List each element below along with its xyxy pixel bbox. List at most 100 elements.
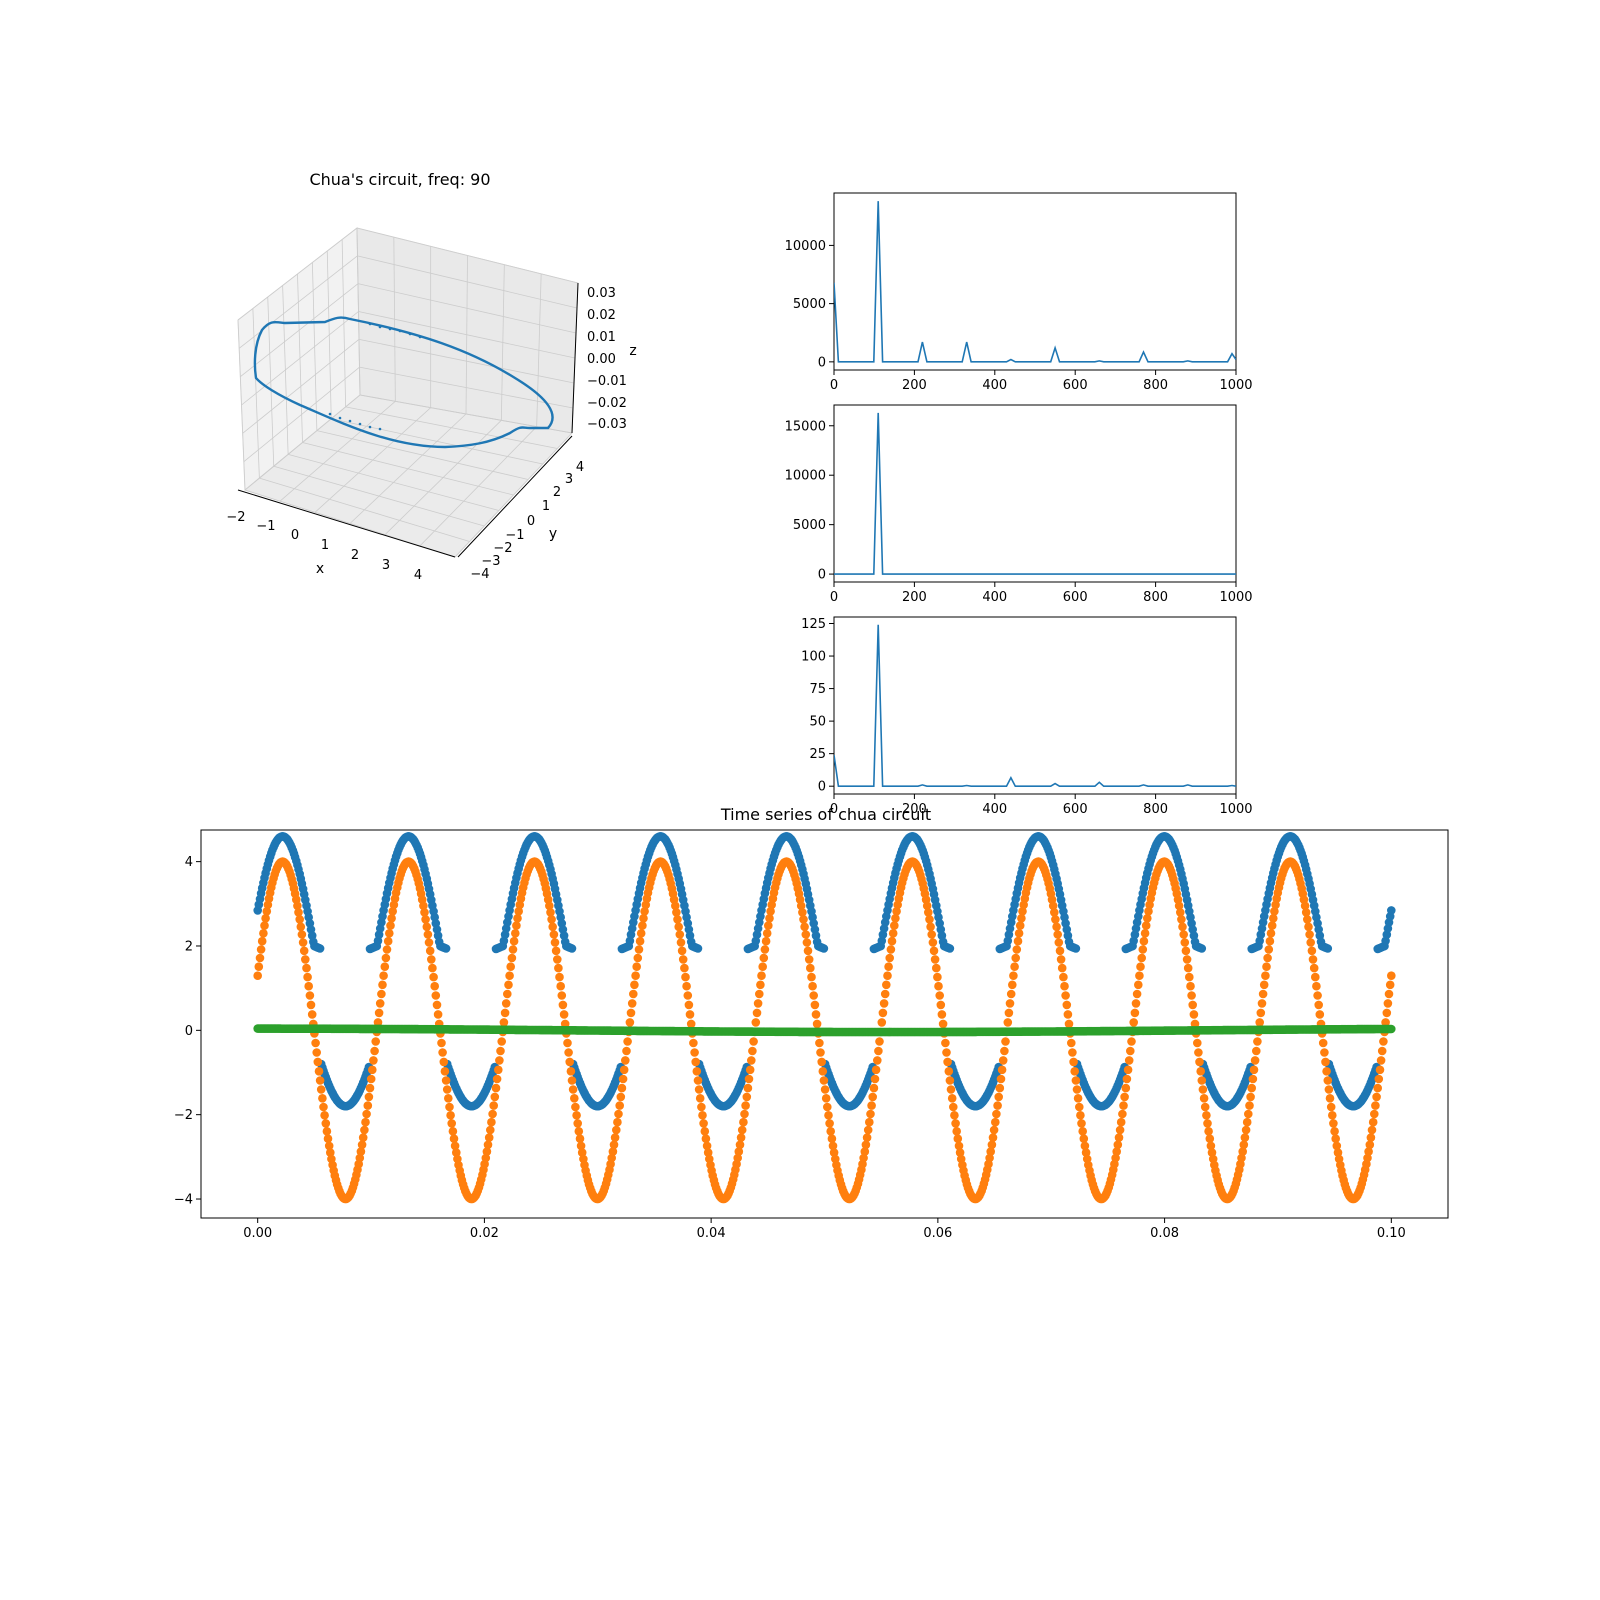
- data-point: [1329, 1119, 1338, 1128]
- data-point: [695, 1094, 705, 1103]
- data-point: [1114, 1133, 1124, 1142]
- data-point: [1129, 1018, 1138, 1027]
- data-point: [1001, 1037, 1010, 1046]
- data-point: [490, 1092, 500, 1102]
- data-point: [1264, 945, 1274, 954]
- data-point: [1370, 1109, 1379, 1119]
- data-point: [1115, 1125, 1125, 1135]
- data-point: [1333, 1148, 1343, 1157]
- data-point: [804, 955, 814, 964]
- x-axis-line: [237, 489, 456, 558]
- data-point: [381, 953, 391, 963]
- data-point: [943, 1057, 952, 1067]
- data-point: [1073, 1094, 1083, 1103]
- data-point: [433, 1010, 443, 1019]
- fft-plot-3: 0 200 400 600 800 1000 0 25 50 75 100 125: [801, 616, 1253, 817]
- data-point: [1364, 1147, 1373, 1156]
- data-point: [629, 989, 638, 999]
- data-point: [1379, 1037, 1388, 1046]
- data-point: [1131, 999, 1141, 1008]
- data-point: [870, 1074, 880, 1084]
- data-point: [1270, 907, 1279, 916]
- data-point: [261, 914, 270, 923]
- data-point: [371, 1037, 381, 1046]
- data-point: [1134, 980, 1143, 990]
- data-point: [860, 1147, 870, 1156]
- data-point: [546, 908, 555, 917]
- data-point: [1304, 922, 1313, 932]
- data-point: [607, 1153, 616, 1163]
- x-tick-label: 800: [1143, 802, 1168, 817]
- data-point: [936, 1000, 946, 1010]
- data-point: [556, 981, 565, 991]
- data-point: [386, 921, 395, 930]
- data-point: [827, 1134, 837, 1143]
- data-point: [549, 930, 559, 939]
- data-point: [572, 1111, 581, 1120]
- data-point: [815, 1038, 824, 1048]
- data-point: [324, 1141, 334, 1151]
- data-point: [1242, 1117, 1252, 1127]
- data-point: [1331, 1134, 1340, 1143]
- data-point: [1202, 1111, 1211, 1120]
- data-point: [568, 1085, 578, 1094]
- data-point: [1067, 1038, 1076, 1048]
- data-point: [678, 955, 688, 964]
- data-point: [937, 1010, 947, 1019]
- data-point: [1376, 1056, 1386, 1065]
- data-point: [954, 1141, 964, 1151]
- data-point: [799, 915, 808, 924]
- data-point: [1137, 953, 1146, 963]
- data-point: [950, 1111, 959, 1120]
- x-axis-label: x: [316, 561, 324, 577]
- data-point: [945, 1076, 955, 1085]
- data-point: [1135, 971, 1144, 980]
- data-point: [1009, 971, 1018, 980]
- trajectory-point: [388, 327, 392, 331]
- data-point: [507, 953, 517, 963]
- data-point: [1253, 1037, 1262, 1046]
- data-point: [509, 936, 519, 946]
- y-tick-label: 0: [818, 568, 826, 583]
- series-0: [253, 832, 1396, 1111]
- data-point: [1196, 1067, 1205, 1076]
- data-point: [483, 1140, 493, 1150]
- x-tick-label: 0: [830, 802, 838, 817]
- data-point: [882, 980, 891, 990]
- data-point: [821, 1094, 831, 1103]
- data-point: [757, 971, 766, 980]
- data-point: [1079, 1134, 1089, 1143]
- data-point: [742, 1092, 752, 1102]
- data-point: [740, 1109, 749, 1119]
- data-point: [739, 1117, 748, 1127]
- data-point: [484, 1133, 494, 1142]
- data-point: [500, 1008, 510, 1018]
- data-point: [1054, 938, 1064, 947]
- data-point: [749, 1037, 758, 1046]
- y-axis-label: y: [549, 526, 557, 542]
- data-point: [633, 953, 643, 963]
- data-point: [570, 1094, 579, 1103]
- y-tick-label: 0: [185, 1024, 193, 1039]
- data-point: [796, 901, 806, 911]
- data-point: [294, 908, 303, 917]
- x-tick-label: −1: [256, 519, 275, 534]
- data-point: [257, 936, 267, 946]
- data-point: [922, 901, 932, 911]
- data-point: [702, 1141, 712, 1151]
- data-point: [512, 921, 521, 930]
- data-point: [564, 1048, 573, 1057]
- attractor-title: Chua's circuit, freq: 90: [309, 170, 490, 189]
- data-point: [1186, 981, 1195, 991]
- data-point: [312, 1048, 322, 1057]
- data-point: [1059, 972, 1068, 982]
- data-point: [674, 922, 683, 932]
- data-point: [1187, 991, 1196, 1000]
- data-point: [423, 930, 433, 939]
- data-point: [1182, 955, 1192, 964]
- data-point: [1321, 1057, 1330, 1067]
- data-point: [1076, 1111, 1085, 1120]
- grid-line: [242, 339, 360, 434]
- data-point: [550, 938, 560, 947]
- data-point: [947, 1094, 957, 1103]
